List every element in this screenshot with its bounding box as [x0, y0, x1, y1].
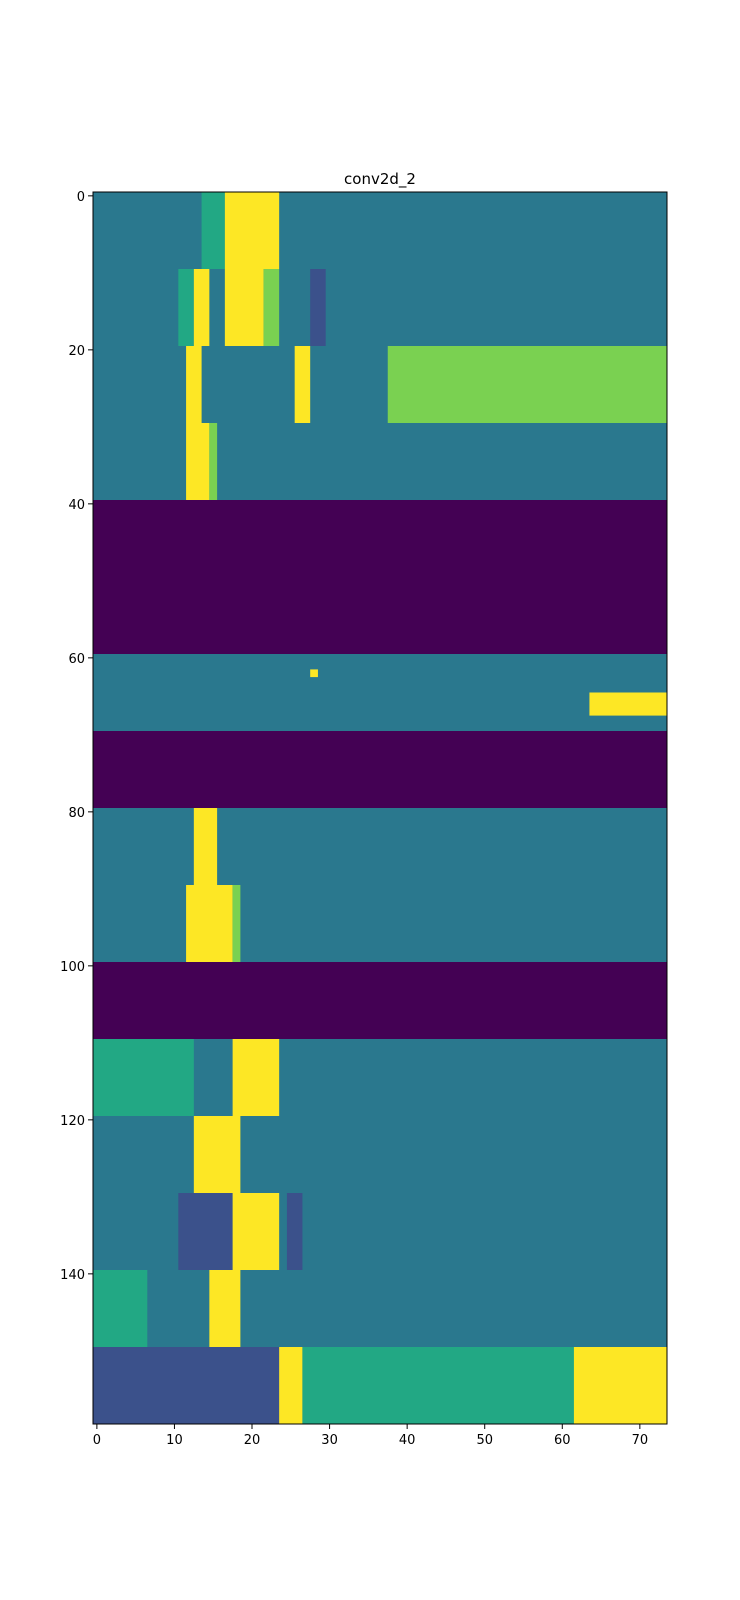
- heatmap-cell-band-0-1: [224, 192, 280, 269]
- heatmap-cell-band-0-0: [201, 192, 225, 269]
- y-tick-label: 80: [68, 806, 85, 821]
- heatmap-cell-band-60-1: [589, 692, 667, 716]
- heatmap-cell-band-10-4: [310, 269, 326, 346]
- heatmap-cell-band-30-1: [209, 423, 218, 500]
- y-tick-label: 100: [60, 960, 85, 975]
- y-tick-label: 120: [60, 1114, 85, 1129]
- y-axis: 0 20 40 60 80 100 120 140: [60, 190, 93, 1283]
- heatmap-cell-band-140-1: [209, 1270, 241, 1347]
- y-tick-label: 0: [77, 190, 85, 205]
- x-tick-label: 70: [632, 1433, 649, 1448]
- heatmap-cell-band-10-0: [178, 269, 194, 346]
- heatmap-cell-band-80-0: [193, 808, 218, 885]
- heatmap-cells: [93, 192, 667, 1424]
- heatmap-cell-band-10-3: [263, 269, 280, 346]
- heatmap-cell-band-130-0: [178, 1193, 233, 1270]
- heatmap-cell-band-150-0: [279, 1347, 303, 1424]
- heatmap-band-band-90: [93, 885, 667, 962]
- heatmap-band-band-30: [93, 423, 667, 500]
- heatmap-cell-band-130-1: [232, 1193, 280, 1270]
- heatmap-band-band-120: [93, 1116, 667, 1193]
- y-tick-label: 40: [68, 498, 85, 513]
- heatmap-cell-band-110-0: [93, 1039, 194, 1116]
- heatmap-cell-band-20-0: [186, 346, 202, 423]
- heatmap-cell-band-10-1: [193, 269, 210, 346]
- heatmap-cell-band-140-0: [93, 1270, 148, 1347]
- heatmap-band-band-100: [93, 962, 667, 1039]
- x-tick-label: 30: [321, 1433, 338, 1448]
- x-tick-label: 50: [476, 1433, 493, 1448]
- y-tick-label: 60: [68, 652, 85, 667]
- heatmap-cell-band-130-2: [286, 1193, 303, 1270]
- heatmap-band-band-0: [93, 192, 667, 269]
- heatmap-cell-band-10-2: [224, 269, 264, 346]
- heatmap-cell-band-120-0: [193, 1116, 241, 1193]
- heatmap-cell-band-90-0: [186, 885, 233, 962]
- y-tick-label: 140: [60, 1268, 85, 1283]
- x-tick-label: 60: [554, 1433, 571, 1448]
- heatmap-cell-band-110-1: [232, 1039, 280, 1116]
- heatmap-band-band-40: [93, 500, 667, 654]
- x-tick-label: 20: [244, 1433, 261, 1448]
- heatmap-cell-band-20-1: [294, 346, 311, 423]
- x-tick-label: 0: [93, 1433, 101, 1448]
- heatmap-cell-band-30-0: [186, 423, 210, 500]
- heatmap-band-band-60: [93, 654, 667, 731]
- heatmap-cell-band-60-0: [310, 669, 318, 678]
- plot-frame: [92, 191, 668, 1425]
- heatmap-band-band-140: [93, 1270, 667, 1347]
- y-tick-label: 20: [68, 344, 85, 359]
- heatmap-cell-band-20-2: [387, 346, 667, 423]
- x-tick-label: 10: [166, 1433, 183, 1448]
- heatmap-band-band-70: [93, 731, 667, 808]
- x-tick-label: 40: [399, 1433, 416, 1448]
- heatmap-cell-band-90-1: [232, 885, 241, 962]
- heatmap-band-band-80: [93, 808, 667, 885]
- x-axis: 0 10 20 30 40 50 60 70: [93, 1424, 648, 1448]
- chart-title: conv2d_2: [344, 170, 416, 189]
- heatmap-cell-band-150-2: [573, 1347, 667, 1424]
